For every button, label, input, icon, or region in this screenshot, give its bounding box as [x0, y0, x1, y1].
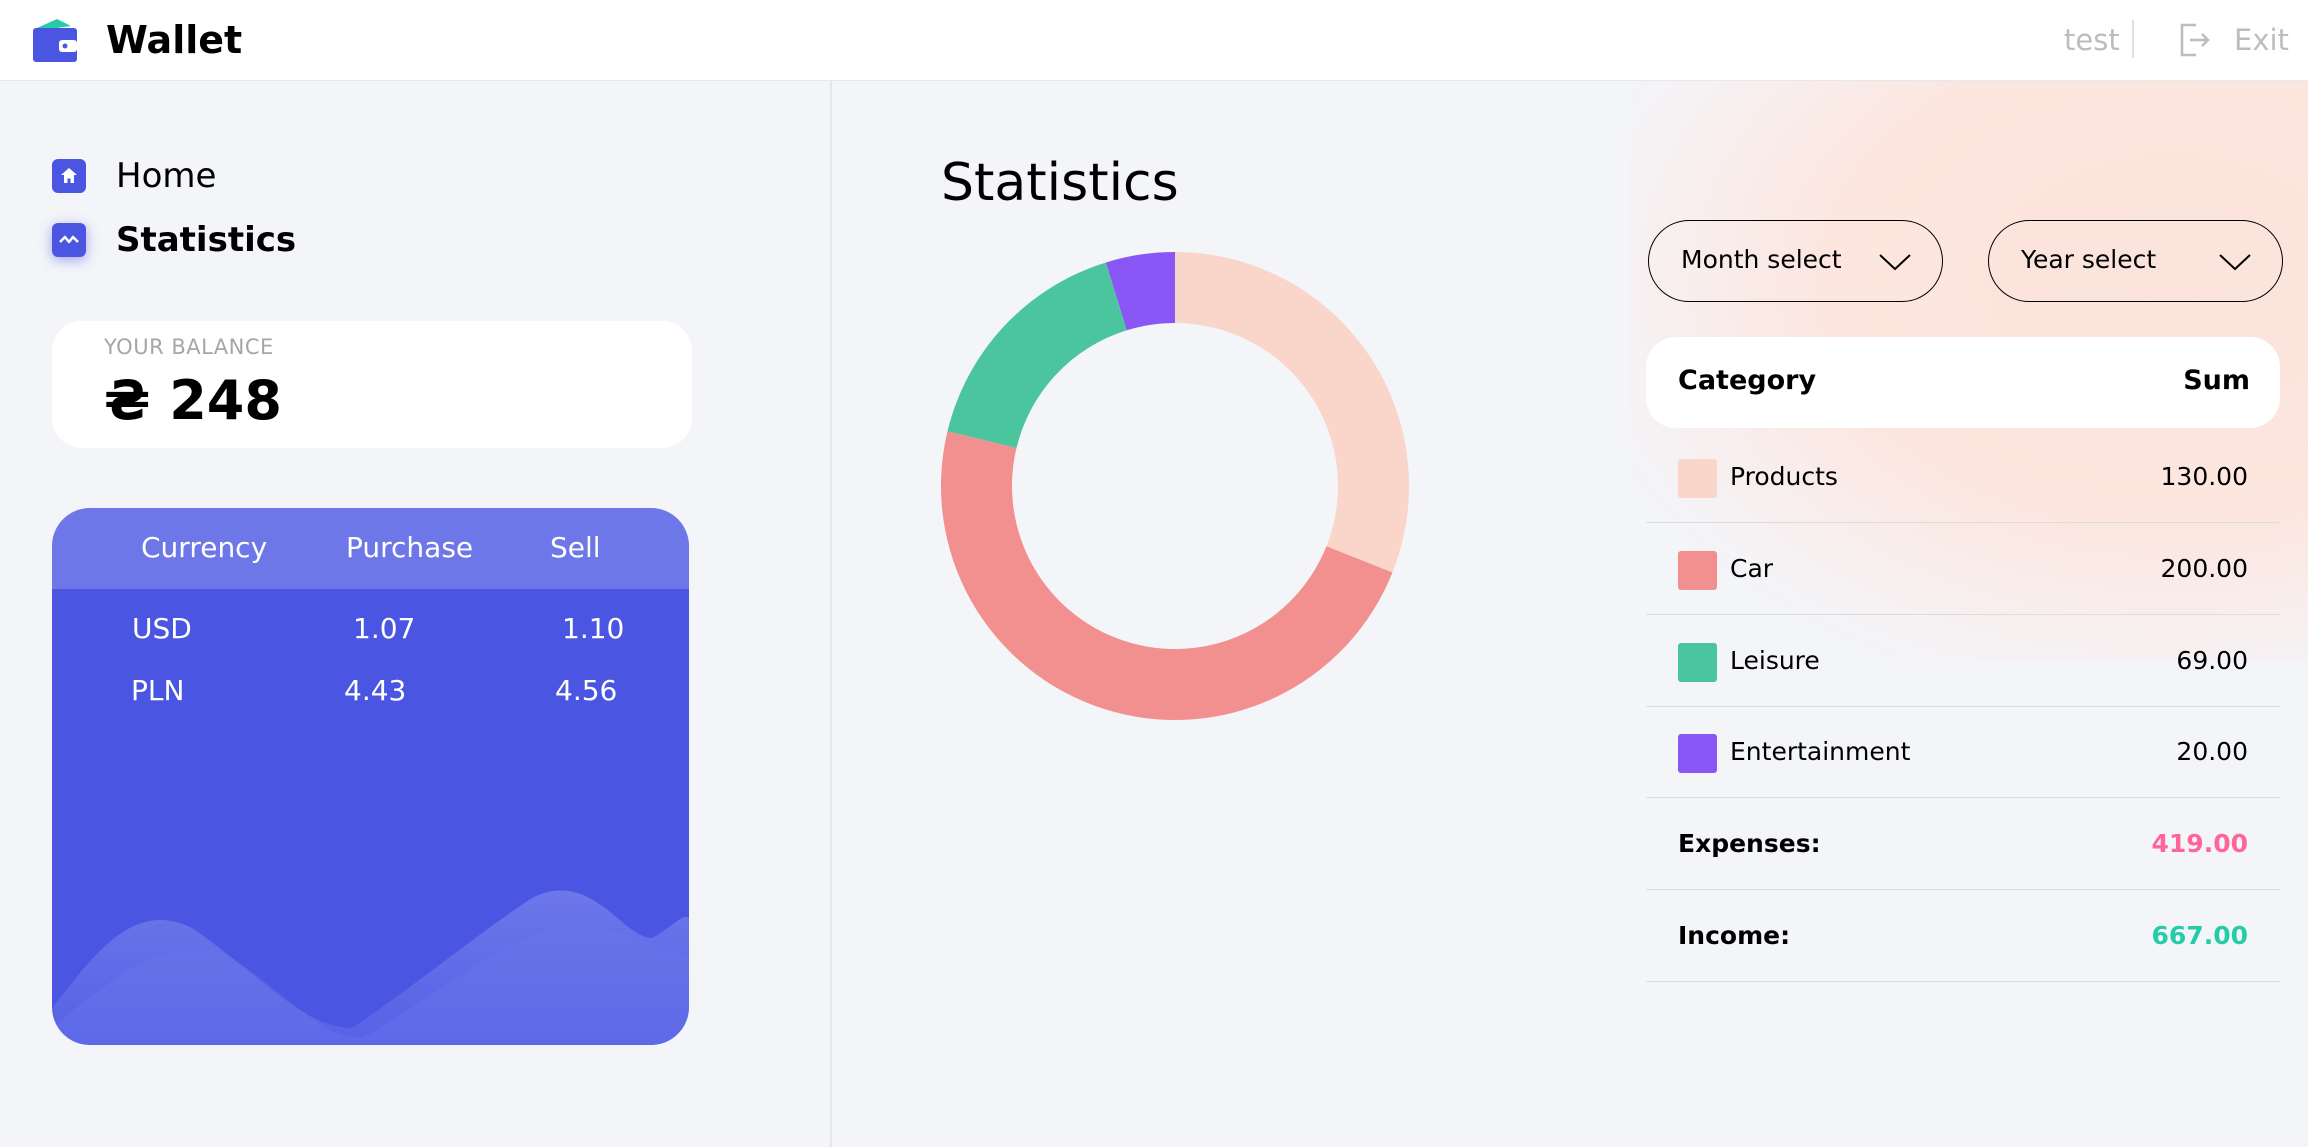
category-label: Leisure [1730, 646, 1820, 675]
currency-cell-purchase: 4.43 [344, 674, 407, 707]
expenses-label: Expenses: [1678, 829, 1821, 858]
table-row: Leisure 69.00 [1646, 615, 2280, 707]
income-row: Income: 667.00 [1646, 890, 2280, 982]
month-select[interactable]: Month select [1648, 220, 1943, 302]
page-title: Statistics [941, 153, 1179, 213]
currency-header-currency: Currency [141, 531, 268, 564]
top-header: Wallet test Exit [0, 0, 2308, 81]
balance-card: Your balance ₴ 248 [52, 321, 692, 448]
income-value: 667.00 [2151, 921, 2248, 950]
currency-cell-code: PLN [131, 674, 185, 707]
balance-value: ₴ 248 [104, 369, 282, 432]
donut-slice-entertainment [1105, 252, 1175, 331]
balance-label: Your balance [104, 335, 274, 359]
sidebar-item-home[interactable]: Home [52, 153, 216, 199]
currency-cell-sell: 4.56 [555, 674, 618, 707]
donut-slice-car [940, 431, 1393, 721]
sidebar-item-label: Statistics [116, 220, 297, 260]
month-select-label: Month select [1681, 245, 1842, 274]
category-sum: 20.00 [2176, 737, 2248, 766]
category-label: Car [1730, 554, 1774, 583]
currency-header-purchase: Purchase [346, 531, 474, 564]
table-row: Products 130.00 [1646, 431, 2280, 523]
currency-cell-purchase: 1.07 [353, 612, 416, 645]
chevron-down-icon [2219, 254, 2251, 271]
category-color-swatch [1678, 734, 1717, 773]
statistics-icon [52, 223, 86, 257]
logo-text[interactable]: Wallet [106, 18, 243, 62]
currency-card: Currency Purchase Sell USD 1.07 1.10 PLN… [52, 508, 689, 1045]
sidebar-item-statistics[interactable]: Statistics [52, 217, 296, 263]
currency-cell-sell: 1.10 [562, 612, 625, 645]
user-name: test [2064, 23, 2120, 57]
category-label: Entertainment [1730, 737, 1911, 766]
expenses-row: Expenses: 419.00 [1646, 798, 2280, 890]
expenses-donut-chart [940, 252, 1409, 721]
header-divider [2132, 20, 2134, 58]
currency-header-sell: Sell [550, 531, 601, 564]
category-sum: 69.00 [2176, 646, 2248, 675]
sidebar-item-label: Home [116, 156, 217, 196]
category-label: Products [1730, 462, 1838, 491]
category-sum: 130.00 [2160, 462, 2248, 491]
year-select-label: Year select [2021, 245, 2157, 274]
category-color-swatch [1678, 459, 1717, 498]
statistics-table-header: Category Sum [1646, 337, 2280, 428]
income-label: Income: [1678, 921, 1791, 950]
donut-slice-leisure [947, 262, 1127, 448]
decorative-waves [52, 890, 689, 1045]
category-color-swatch [1678, 643, 1717, 682]
currency-table-header: Currency Purchase Sell [52, 508, 689, 589]
year-select[interactable]: Year select [1988, 220, 2283, 302]
panel-divider [830, 81, 832, 1147]
category-color-swatch [1678, 551, 1717, 590]
expenses-value: 419.00 [2151, 829, 2248, 858]
donut-slice-products [1175, 252, 1409, 573]
category-sum: 200.00 [2160, 554, 2248, 583]
chevron-down-icon [1879, 254, 1911, 271]
table-row: Entertainment 20.00 [1646, 706, 2280, 798]
currency-cell-code: USD [132, 612, 192, 645]
exit-button[interactable]: Exit [2234, 23, 2289, 57]
home-icon [52, 159, 86, 193]
table-row: Car 200.00 [1646, 523, 2280, 615]
header-sum: Sum [2183, 365, 2250, 396]
exit-icon[interactable] [2174, 20, 2214, 60]
wallet-logo-icon[interactable] [31, 16, 79, 64]
header-category: Category [1678, 365, 1817, 396]
